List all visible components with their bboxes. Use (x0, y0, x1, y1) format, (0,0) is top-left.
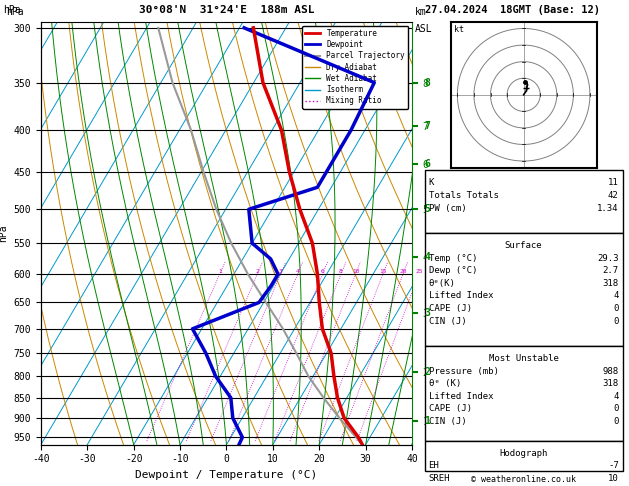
Text: 6: 6 (321, 269, 325, 274)
Text: 30°08'N  31°24'E  188m ASL: 30°08'N 31°24'E 188m ASL (138, 5, 314, 15)
Text: Hodograph: Hodograph (499, 449, 548, 458)
Text: Pressure (mb): Pressure (mb) (428, 366, 498, 376)
Text: 2.7: 2.7 (603, 266, 619, 275)
X-axis label: Dewpoint / Temperature (°C): Dewpoint / Temperature (°C) (135, 470, 318, 480)
Text: km: km (415, 7, 427, 17)
Text: 1: 1 (218, 269, 221, 274)
Text: 4: 4 (613, 392, 619, 401)
Text: CAPE (J): CAPE (J) (428, 304, 472, 313)
Text: 1: 1 (425, 416, 430, 426)
Text: 20: 20 (399, 269, 407, 274)
Bar (425, 170, 623, 233)
Text: Dewp (°C): Dewp (°C) (428, 266, 477, 275)
Text: θᵉ(K): θᵉ(K) (428, 279, 455, 288)
Text: 27.04.2024  18GMT (Base: 12): 27.04.2024 18GMT (Base: 12) (425, 5, 599, 15)
Text: 1.34: 1.34 (598, 204, 619, 213)
Text: 0: 0 (613, 417, 619, 426)
Text: Surface: Surface (505, 241, 542, 250)
Text: PW (cm): PW (cm) (428, 204, 466, 213)
Text: 29.3: 29.3 (598, 254, 619, 262)
Text: 0: 0 (613, 304, 619, 313)
Text: Most Unstable: Most Unstable (489, 354, 559, 363)
Text: -7: -7 (608, 461, 619, 470)
Text: 0: 0 (613, 316, 619, 326)
Text: 7: 7 (425, 121, 430, 131)
Text: EH: EH (428, 461, 439, 470)
Text: 4: 4 (613, 292, 619, 300)
Text: 11: 11 (608, 178, 619, 187)
Text: 25: 25 (415, 269, 423, 274)
Text: 2: 2 (425, 367, 430, 377)
Text: CIN (J): CIN (J) (428, 316, 466, 326)
Legend: Temperature, Dewpoint, Parcel Trajectory, Dry Adiabat, Wet Adiabat, Isotherm, Mi: Temperature, Dewpoint, Parcel Trajectory… (302, 26, 408, 108)
Text: CAPE (J): CAPE (J) (428, 404, 472, 414)
Text: 8: 8 (425, 78, 430, 87)
Y-axis label: hPa: hPa (0, 225, 8, 242)
Bar (425, 233, 623, 347)
Text: 2: 2 (255, 269, 259, 274)
Text: Lifted Index: Lifted Index (428, 392, 493, 401)
Text: Mixing Ratio (g/kg): Mixing Ratio (g/kg) (431, 186, 440, 281)
Text: hPa: hPa (6, 7, 24, 17)
Text: 10: 10 (352, 269, 359, 274)
Bar (425, 441, 623, 471)
Text: hPa: hPa (3, 5, 21, 15)
Text: 3: 3 (425, 308, 430, 318)
Text: 4: 4 (425, 252, 430, 262)
Text: 10: 10 (608, 474, 619, 483)
Text: 3: 3 (279, 269, 282, 274)
Text: 988: 988 (603, 366, 619, 376)
Text: 8: 8 (339, 269, 343, 274)
Text: 15: 15 (379, 269, 387, 274)
Text: CIN (J): CIN (J) (428, 417, 466, 426)
Text: 4: 4 (296, 269, 299, 274)
Text: 318: 318 (603, 279, 619, 288)
Text: 42: 42 (608, 191, 619, 200)
Text: kt: kt (454, 25, 464, 34)
Text: © weatheronline.co.uk: © weatheronline.co.uk (471, 474, 576, 484)
Text: θᵉ (K): θᵉ (K) (428, 379, 461, 388)
Text: K: K (428, 178, 434, 187)
Text: Lifted Index: Lifted Index (428, 292, 493, 300)
Text: Totals Totals: Totals Totals (428, 191, 498, 200)
Bar (425, 347, 623, 441)
Text: 5: 5 (425, 204, 430, 214)
Text: SREH: SREH (428, 474, 450, 483)
Text: 6: 6 (425, 159, 430, 169)
Text: ASL: ASL (415, 24, 433, 34)
Text: 318: 318 (603, 379, 619, 388)
Text: Temp (°C): Temp (°C) (428, 254, 477, 262)
Text: 0: 0 (613, 404, 619, 414)
